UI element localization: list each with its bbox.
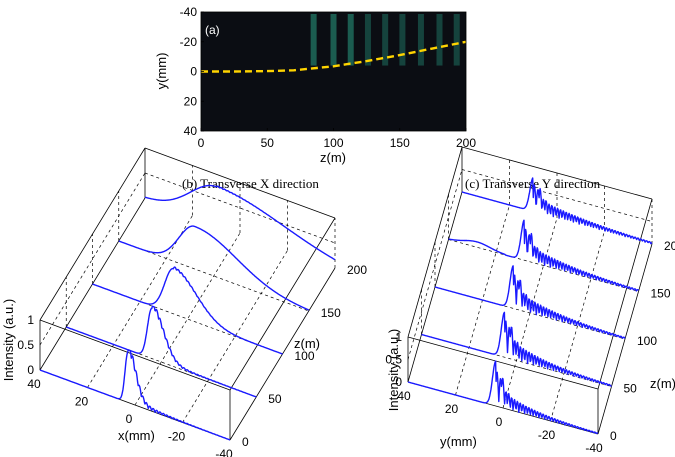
fringe-0 (310, 14, 317, 66)
panel-c: (c) Transverse Y direction 40200-20-4005… (385, 146, 675, 455)
x-tick-label-3: -20 (538, 428, 556, 442)
fringe-7 (436, 14, 443, 66)
grid-back-mid (144, 172, 336, 244)
trace-z-200 (461, 177, 653, 245)
grid-left-mid (407, 169, 463, 360)
panel-c-z-label: z(m) (650, 376, 675, 391)
trace-z-100 (434, 265, 626, 339)
trace-z-150 (118, 225, 310, 311)
panel-b-title: (b) Transverse X direction (182, 176, 319, 191)
z-tick-label-0: 0 (610, 429, 617, 443)
trace-z-50 (66, 305, 257, 398)
heatmap-x-ticks: 0 50 100 150 200 (198, 128, 476, 150)
panel-a: (a) 0 50 100 150 200 -40 -20 0 20 40 z(m) y(mm) (154, 5, 476, 165)
panel-a-tag: (a) (205, 23, 220, 37)
x-tick-label-1: 20 (75, 395, 89, 409)
heatmap-y-label: y(mm) (154, 53, 169, 90)
fringe-6 (417, 14, 424, 66)
x-tick-label-2: 0 (496, 415, 503, 429)
intensity-tick-label-1: 0.5 (17, 338, 34, 352)
grid-floor-x-2 (134, 232, 241, 406)
heatmap-x-label: z(m) (320, 150, 346, 165)
trace-z-0 (407, 360, 599, 435)
y-tick-label-3: 20 (184, 94, 198, 108)
trace-z-50 (421, 311, 612, 387)
panel-c-traces (407, 177, 653, 435)
trace-z-100 (92, 266, 283, 355)
fringe-4 (382, 14, 389, 66)
z-tick-label-1: 50 (268, 392, 282, 406)
x-tick-label-0: 0 (198, 136, 205, 150)
fringe-3 (364, 14, 371, 66)
fringe-8 (453, 14, 460, 66)
intensity-tick-label-0: 0 (395, 375, 402, 389)
x-tick-label-4: 200 (456, 136, 476, 150)
panel-b-intensity-label: Intensity (a.u.) (1, 299, 16, 381)
box-edge-right-top (597, 198, 653, 390)
x-tick-label-0: 40 (397, 389, 411, 403)
fringe-1 (330, 14, 337, 66)
y-tick-label-0: -40 (180, 5, 198, 19)
x-tick-label-1: 50 (261, 136, 275, 150)
panel-c-x-label: y(mm) (440, 434, 477, 449)
panel-c-intensity-label: Intensity (a.u.) (386, 329, 401, 411)
trace-z-0 (39, 349, 231, 441)
heatmap-fringes (310, 14, 460, 66)
x-tick-label-4: -40 (585, 441, 603, 455)
box-edge-right-bottom (597, 243, 653, 435)
trajectory-dashed-line (201, 40, 467, 73)
x-tick-label-1: 20 (445, 402, 459, 416)
x-tick-label-4: -40 (215, 447, 233, 457)
y-tick-label-2: 0 (190, 65, 197, 79)
z-tick-label-0: 0 (242, 435, 249, 449)
z-tick-label-4: 200 (347, 263, 367, 277)
grid-floor-z-3 (118, 240, 309, 312)
z-tick-label-2: 100 (637, 334, 657, 348)
z-tick-label-3: 150 (651, 287, 671, 301)
x-tick-label-0: 40 (27, 377, 41, 391)
grid-floor-z-3 (448, 239, 639, 292)
trace-z-200 (144, 184, 336, 261)
panel-b-traces (39, 184, 336, 441)
panel-b: (b) Transverse X direction 40200-20-4005… (1, 147, 367, 457)
grid-back-mid (461, 169, 653, 222)
x-tick-label-2: 0 (126, 412, 133, 426)
x-tick-label-3: 150 (390, 136, 410, 150)
x-tick-label-3: -20 (168, 430, 186, 444)
panel-b-x-label: x(mm) (118, 428, 155, 443)
panel-b-z-label: z(m) (294, 336, 320, 351)
box-edge-right-top (229, 217, 336, 391)
intensity-tick-label-1: 0.5 (385, 353, 402, 367)
y-tick-label-4: 40 (184, 124, 198, 138)
z-tick-label-1: 50 (624, 382, 638, 396)
z-tick-label-3: 150 (321, 306, 341, 320)
grid-floor-x-3 (550, 230, 605, 422)
x-tick-label-2: 100 (323, 136, 343, 150)
box-edge-front-top (39, 319, 231, 391)
z-tick-label-2: 100 (295, 349, 315, 363)
z-tick-label-4: 200 (664, 239, 675, 253)
intensity-tick-label-2: 1 (395, 330, 402, 344)
intensity-tick-label-0: 0 (27, 363, 34, 377)
box-edge-front-top (407, 336, 599, 390)
heatmap-y-ticks: -40 -20 0 20 40 (180, 5, 204, 138)
intensity-tick-label-2: 1 (27, 313, 34, 327)
trace-z-150 (448, 219, 640, 292)
y-tick-label-1: -20 (180, 35, 198, 49)
fringe-5 (399, 14, 406, 66)
fringe-2 (347, 14, 354, 66)
